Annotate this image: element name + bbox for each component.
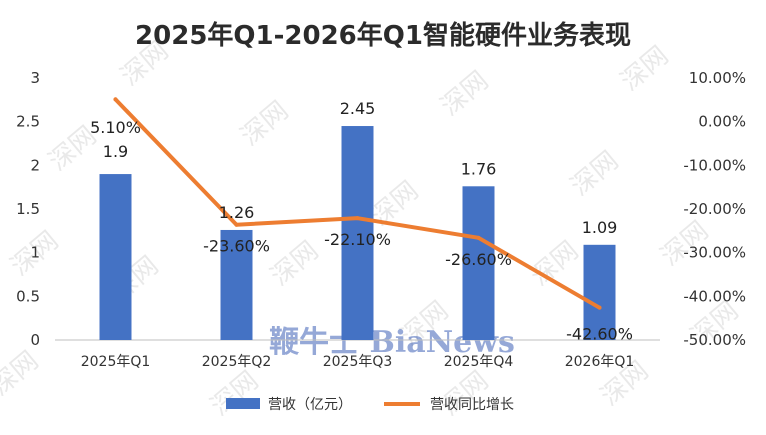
growth-value-label: -26.60% (445, 250, 512, 269)
line-point (113, 97, 118, 102)
left-tick-label: 3 (30, 69, 40, 87)
growth-value-label: -22.10% (324, 230, 391, 249)
right-tick-label: 0.00% (698, 113, 746, 131)
watermark-text: 深网 (205, 366, 264, 422)
growth-value-label: 5.10% (90, 118, 141, 137)
bar-value-label: 1.9 (103, 142, 128, 161)
category-label: 2025年Q2 (202, 354, 272, 370)
legend: 营收（亿元） 营收同比增长 (226, 397, 514, 413)
left-tick-label: 1.5 (16, 200, 40, 218)
watermark-text: 深网 (0, 346, 44, 402)
left-tick-label: 0 (30, 331, 40, 349)
bar (99, 174, 132, 340)
line-series (113, 97, 602, 310)
bar-value-label: 1.26 (219, 203, 255, 222)
category-label: 2025年Q3 (323, 354, 393, 370)
watermark-text: 深网 (265, 236, 324, 292)
line-point (476, 235, 481, 240)
category-label: 2025年Q1 (81, 354, 151, 370)
right-tick-label: -20.00% (683, 200, 746, 218)
right-tick-label: -40.00% (683, 287, 746, 305)
right-tick-label: 10.00% (689, 69, 746, 87)
bar (341, 126, 374, 341)
chart-title: 2025年Q1-2026年Q1智能硬件业务表现 (135, 20, 631, 51)
watermark-text: 深网 (565, 146, 624, 202)
line-point (597, 305, 602, 310)
bar-value-label: 1.76 (461, 159, 497, 178)
category-label: 2026年Q1 (565, 354, 635, 370)
bar (462, 186, 495, 340)
bar (583, 244, 616, 340)
bar-value-label: 2.45 (340, 99, 376, 118)
right-tick-label: -50.00% (683, 331, 746, 349)
left-tick-label: 0.5 (16, 287, 40, 305)
legend-swatch-revenue (226, 398, 260, 409)
line-point (234, 222, 239, 227)
growth-value-label: -42.60% (566, 325, 633, 344)
left-tick-label: 2 (30, 156, 40, 174)
category-label: 2025年Q4 (444, 354, 514, 370)
axes: 0 0.5 1 1.5 2 2.5 3 10.00% 0.00% -10.00% -20.00% -3… (16, 69, 746, 370)
left-tick-label: 2.5 (16, 113, 40, 131)
right-tick-label: -30.00% (683, 244, 746, 262)
bar-value-label: 1.09 (582, 218, 618, 237)
left-tick-label: 1 (30, 244, 40, 262)
bar (220, 229, 253, 340)
watermark-text: 深网 (435, 66, 494, 122)
growth-value-label: -23.60% (203, 237, 270, 256)
bar-series (99, 126, 616, 341)
data-labels: 1.9 1.26 2.45 1.76 1.09 5.10% -23.60% -22.10% -2… (90, 99, 633, 344)
watermark-text: 深网 (435, 366, 494, 422)
legend-label-revenue: 营收（亿元） (268, 397, 352, 413)
legend-label-growth: 营收同比增长 (430, 397, 514, 413)
right-tick-label: -10.00% (683, 156, 746, 174)
watermark-text: 深网 (235, 96, 294, 152)
line-point (355, 216, 360, 221)
